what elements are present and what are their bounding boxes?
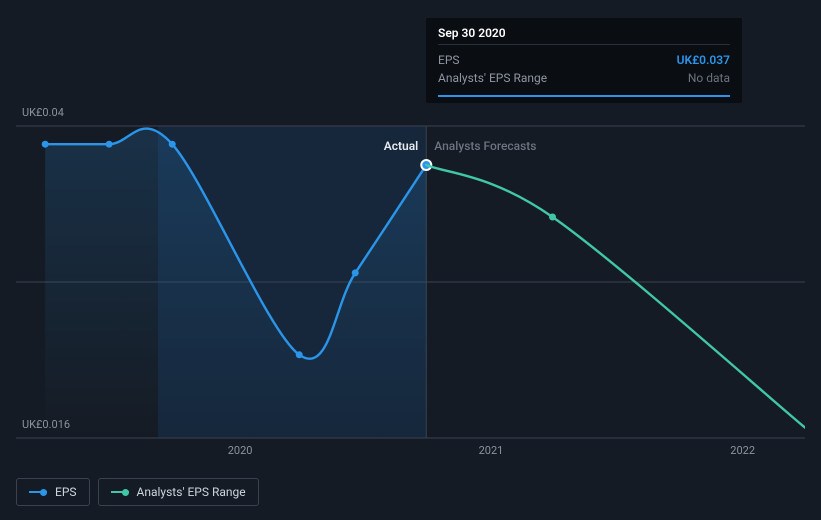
- legend-item-eps-range[interactable]: Analysts' EPS Range: [98, 478, 259, 506]
- chart-legend: EPS Analysts' EPS Range: [16, 478, 259, 506]
- legend-swatch-eps: [29, 488, 47, 496]
- legend-item-eps[interactable]: EPS: [16, 478, 90, 506]
- svg-text:Analysts Forecasts: Analysts Forecasts: [434, 139, 536, 153]
- legend-label: Analysts' EPS Range: [137, 485, 246, 499]
- tooltip-key: EPS: [438, 51, 460, 69]
- tooltip-divider: [438, 44, 730, 45]
- tooltip-rows: EPS UK£0.037 Analysts' EPS Range No data: [438, 51, 730, 87]
- tooltip-row: Analysts' EPS Range No data: [438, 69, 730, 87]
- tooltip-row: EPS UK£0.037: [438, 51, 730, 69]
- tooltip-accent-line: [438, 95, 730, 97]
- svg-text:2022: 2022: [730, 444, 755, 457]
- svg-text:2021: 2021: [479, 444, 504, 457]
- legend-swatch-eps-range: [111, 488, 129, 496]
- tooltip-value: No data: [688, 69, 730, 87]
- chart-tooltip: Sep 30 2020 EPSUK£0.037Analysts' EPS Ran…: [426, 18, 742, 103]
- legend-label: EPS: [55, 485, 77, 499]
- tooltip-date: Sep 30 2020: [438, 26, 730, 40]
- tooltip-value: UK£0.037: [677, 51, 730, 69]
- svg-text:Actual: Actual: [384, 139, 419, 153]
- svg-text:2020: 2020: [228, 444, 253, 457]
- tooltip-key: Analysts' EPS Range: [438, 69, 547, 87]
- svg-text:UK£0.04: UK£0.04: [22, 106, 64, 119]
